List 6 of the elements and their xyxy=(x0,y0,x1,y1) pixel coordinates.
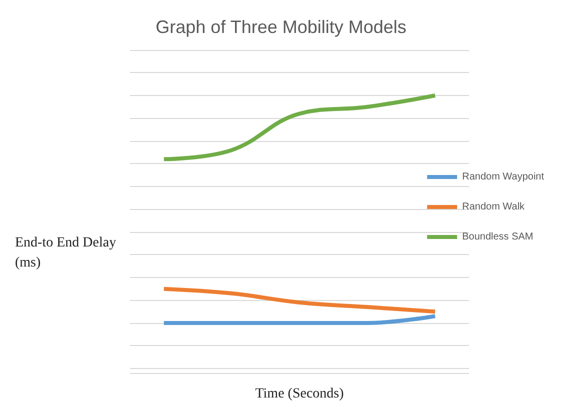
x-axis-title: Time (Seconds) xyxy=(255,386,344,402)
chart-title: Graph of Three Mobility Models xyxy=(156,17,406,37)
legend-label: Boundless SAM xyxy=(462,232,534,242)
y-axis-title: End-to End Delay (ms) xyxy=(15,236,116,270)
legend-label: Random Waypoint xyxy=(462,172,544,182)
legend-label: Random Walk xyxy=(462,202,526,212)
